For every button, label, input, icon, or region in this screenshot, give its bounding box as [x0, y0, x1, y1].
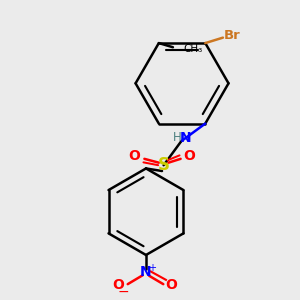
Text: Br: Br: [224, 28, 241, 42]
Text: S: S: [158, 156, 169, 174]
Text: O: O: [112, 278, 124, 292]
Text: N: N: [180, 131, 191, 145]
Text: CH₃: CH₃: [184, 44, 203, 54]
Text: −: −: [117, 284, 129, 298]
Text: +: +: [148, 263, 156, 273]
Text: H: H: [172, 131, 181, 144]
Text: O: O: [184, 148, 196, 163]
Text: N: N: [140, 265, 152, 279]
Text: O: O: [166, 278, 178, 292]
Text: O: O: [128, 148, 140, 163]
